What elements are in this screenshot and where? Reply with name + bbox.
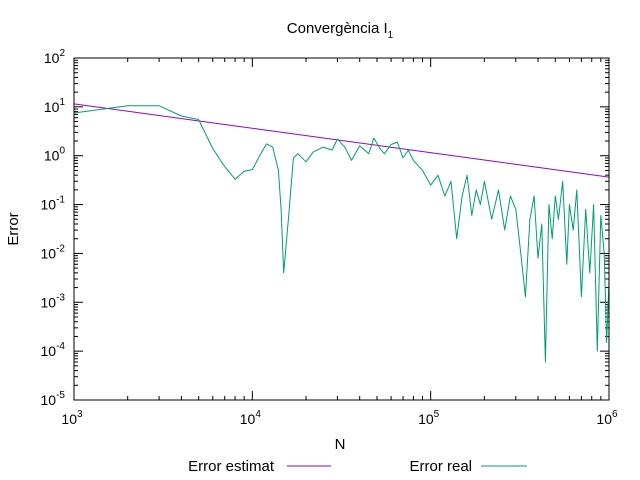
x-tick-label: 105	[418, 409, 440, 427]
x-axis-ticks: 103 104 105 106	[61, 58, 618, 427]
chart-title: Convergència I1	[287, 20, 394, 41]
y-tick-label: 10-1	[41, 195, 66, 213]
x-tick-label: 103	[61, 409, 83, 427]
y-tick-label: 10-4	[41, 341, 66, 359]
y-tick-label: 10-2	[41, 243, 66, 261]
x-tick-label: 104	[240, 409, 262, 427]
y-tick-label: 102	[44, 48, 66, 66]
y-tick-label: 10-5	[41, 390, 66, 408]
y-tick-label: 100	[44, 146, 66, 164]
legend-label: Error real	[409, 458, 472, 475]
x-tick-label: 106	[596, 409, 618, 427]
y-tick-label: 10-3	[41, 292, 66, 310]
y-tick-label: 101	[44, 97, 66, 115]
legend-label: Error estimat	[188, 458, 275, 475]
x-axis-label: N	[335, 436, 346, 453]
plot-frame	[73, 57, 610, 401]
legend: Error estimat Error real	[188, 458, 527, 475]
y-axis-label: Error	[5, 212, 22, 245]
series-line-error-estimat	[73, 103, 610, 178]
chart-title-subscript: 1	[388, 30, 394, 41]
series-line-error-real	[73, 105, 610, 363]
series-layer	[73, 103, 610, 363]
